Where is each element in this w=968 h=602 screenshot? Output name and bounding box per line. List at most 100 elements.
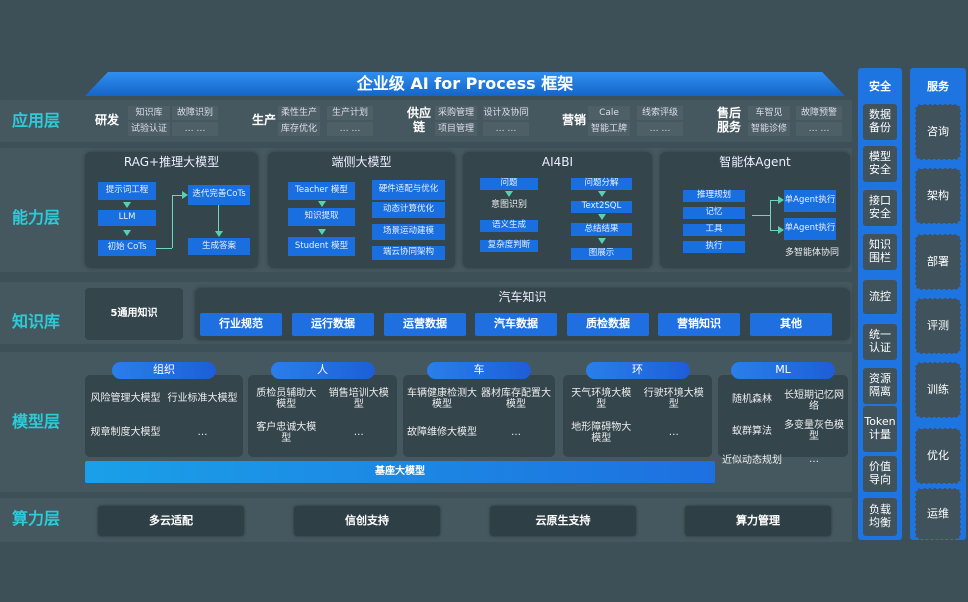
arrow-icon — [778, 226, 784, 234]
service-item: 咨询 — [915, 104, 961, 160]
model-item: 规章制度大模型 — [90, 427, 161, 439]
security-item: 数据备份 — [863, 104, 897, 140]
rag-answer-box: 生成答案 — [188, 238, 250, 255]
model-item: … — [511, 427, 521, 439]
agent-component-box: 记忆 — [683, 207, 745, 219]
arrow-icon — [318, 229, 326, 235]
agent-component-box: 执行 — [683, 241, 745, 253]
single-agent-box: 单Agent执行 — [784, 218, 836, 240]
app-item: Cale — [588, 106, 630, 120]
model-item: 车辆健康检测大模型 — [407, 387, 477, 411]
arrow-icon — [318, 201, 326, 207]
model-item: … — [668, 427, 679, 439]
arrow-icon — [598, 214, 606, 220]
model-item: 多变量灰色模型 — [784, 419, 844, 443]
agent-component-box: 推理规划 — [683, 190, 745, 202]
ai4bi-decompose-box: 问题分解 — [571, 178, 632, 190]
compute-box: 算力管理 — [685, 506, 831, 536]
base-model-bar: 基座大模型 — [85, 461, 715, 483]
ai4bi-question-box: 问题 — [480, 178, 538, 190]
app-item: … … — [327, 122, 373, 136]
arrow-icon — [505, 191, 513, 197]
security-title: 安全 — [869, 79, 891, 93]
app-item: 线索评级 — [637, 106, 683, 120]
edge-feature-box: 动态计算优化 — [372, 202, 445, 218]
layer-label-app: 应用层 — [12, 110, 61, 130]
service-item: 训练 — [915, 362, 961, 418]
knowledge-chip: 质检数据 — [567, 313, 649, 336]
service-item: 优化 — [915, 428, 961, 484]
arrow-icon — [123, 202, 131, 208]
model-group-pill: ML — [731, 362, 835, 379]
arrow-icon — [598, 191, 606, 197]
layer-label-compute: 算力层 — [12, 508, 61, 528]
model-item: 天气环境大模型 — [571, 387, 632, 411]
compute-box: 多云适配 — [98, 506, 244, 536]
model-group-card — [718, 375, 848, 457]
rag-llm-box: LLM — [98, 210, 156, 226]
model-item: 近似动态规划 — [722, 455, 782, 467]
arrow-icon — [215, 231, 223, 237]
model-item: 行业标准大模型 — [167, 393, 238, 405]
ai4bi-text2sql-box: Text2SQL — [571, 201, 632, 213]
general-knowledge-box: 5通用知识 — [85, 288, 183, 340]
compute-box: 云原生支持 — [490, 506, 636, 536]
connector-line — [770, 200, 780, 201]
connector-line — [172, 195, 182, 196]
model-item: … — [197, 427, 208, 439]
security-item: Token计量 — [863, 406, 897, 452]
security-item: 知识围栏 — [863, 234, 897, 270]
app-item: 库存优化 — [278, 122, 320, 136]
model-group-card — [403, 375, 555, 457]
app-item: … … — [172, 122, 218, 136]
layer-label-knowledge: 知识库 — [12, 312, 61, 332]
model-group-card — [563, 375, 712, 457]
multi-agent-label: 多智能体协同 — [784, 247, 839, 258]
app-item: 生产计划 — [327, 106, 373, 120]
rag-iterate-cots-box: 迭代完善CoTs — [188, 185, 250, 205]
ai4bi-summary-box: 总结结果 — [571, 223, 632, 236]
app-item: 车智见 — [748, 106, 790, 120]
model-item: 行驶环境大模型 — [643, 387, 704, 411]
model-group-card — [85, 375, 243, 457]
edge-feature-box: 硬件适配与优化 — [372, 180, 445, 200]
connector-line — [770, 200, 771, 230]
compute-box: 信创支持 — [294, 506, 440, 536]
model-group-pill: 组织 — [112, 362, 216, 379]
arrow-icon — [778, 196, 784, 204]
app-item: 试验认证 — [128, 122, 170, 136]
panel-title: AI4BI — [541, 155, 574, 170]
model-item: 地形障碍物大模型 — [571, 421, 632, 445]
edge-feature-box: 场景运动建模 — [372, 224, 445, 240]
model-item: … — [353, 427, 364, 439]
model-item: 器材库存配置大模型 — [481, 387, 551, 411]
service-item: 运维 — [915, 488, 961, 540]
panel-title: 端侧大模型 — [331, 155, 392, 170]
rag-initial-cots-box: 初始 CoTs — [98, 240, 156, 256]
app-item: 故障预警 — [796, 106, 842, 120]
app-group-label: 营销 — [561, 113, 586, 128]
student-model-box: Student 模型 — [288, 237, 355, 256]
auto-knowledge-title: 汽车知识 — [498, 290, 547, 305]
security-item: 流控 — [863, 280, 897, 314]
app-item: … … — [637, 122, 683, 136]
arrow-icon — [123, 230, 131, 236]
layer-label-model: 模型层 — [12, 412, 61, 432]
model-item: … — [809, 454, 819, 466]
knowledge-chip: 其他 — [750, 313, 832, 336]
rag-prompt-box: 提示词工程 — [98, 182, 156, 200]
connector-line — [218, 205, 219, 231]
knowledge-chip: 运营数据 — [384, 313, 466, 336]
app-item: 柔性生产 — [278, 106, 320, 120]
connector-line — [770, 230, 780, 231]
service-item: 架构 — [915, 168, 961, 224]
arrow-icon — [598, 238, 606, 244]
model-item: 销售培训大模型 — [328, 387, 389, 411]
model-group-pill: 车 — [427, 362, 531, 379]
app-item: 故障识别 — [172, 106, 218, 120]
model-item: 质检员辅助大模型 — [256, 387, 317, 411]
panel-title: 智能体Agent — [719, 155, 791, 170]
app-item: 项目管理 — [435, 122, 477, 136]
app-item: 设计及协同 — [483, 106, 529, 120]
security-item: 负载均衡 — [863, 498, 897, 536]
